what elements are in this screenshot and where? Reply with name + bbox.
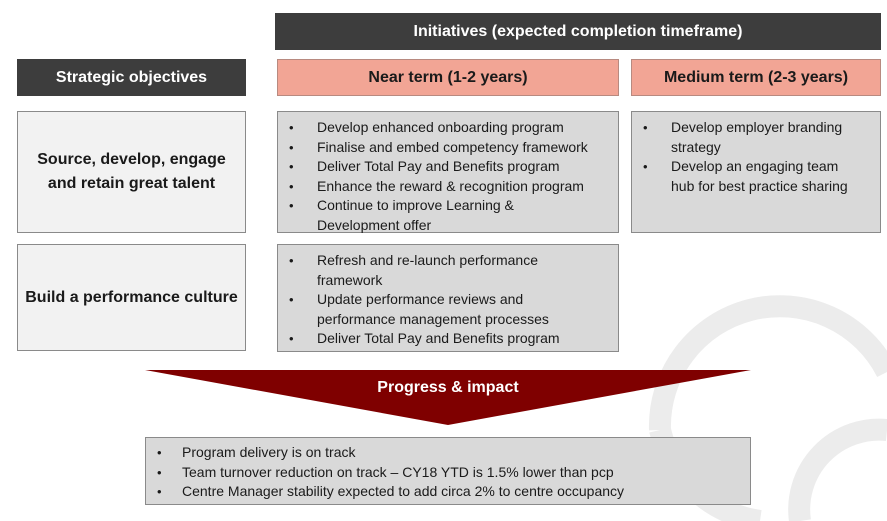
list-item: Develop an engaging team hub for best pr… bbox=[640, 157, 872, 196]
objective-talent: Source, develop, engage and retain great… bbox=[17, 111, 246, 233]
list-item: Update performance reviews and performan… bbox=[286, 290, 610, 329]
list-item: Deliver Total Pay and Benefits program bbox=[286, 329, 610, 349]
objective-performance: Build a performance culture bbox=[17, 244, 246, 351]
initiatives-header: Initiatives (expected completion timefra… bbox=[275, 13, 881, 50]
medium-term-talent-list: Develop employer branding strategy Devel… bbox=[631, 111, 881, 233]
medium-term-label: Medium term (2-3 years) bbox=[663, 68, 849, 86]
list-item: Enhance the reward & recognition program bbox=[286, 177, 610, 197]
initiatives-header-label: Initiatives (expected completion timefra… bbox=[413, 22, 743, 40]
near-term-talent-list: Develop enhanced onboarding program Fina… bbox=[277, 111, 619, 233]
strategic-objectives-header: Strategic objectives bbox=[17, 59, 246, 96]
near-term-label: Near term (1-2 years) bbox=[368, 68, 528, 86]
list-item: Continue to improve Learning & Developme… bbox=[286, 196, 610, 235]
progress-label: Progress & impact bbox=[377, 379, 519, 396]
strategic-objectives-label: Strategic objectives bbox=[55, 68, 208, 86]
progress-impact-list: Program delivery is on track Team turnov… bbox=[145, 437, 751, 505]
arrow-shape bbox=[145, 370, 751, 425]
near-term-header: Near term (1-2 years) bbox=[277, 59, 619, 96]
objective-label: Source, develop, engage and retain great… bbox=[37, 151, 226, 192]
list-item: Centre Manager stability expected to add… bbox=[154, 482, 742, 502]
list-item: Program delivery is on track bbox=[154, 443, 742, 463]
list-item: Finalise and embed competency framework bbox=[286, 138, 610, 158]
list-item: Refresh and re-launch performance framew… bbox=[286, 251, 610, 290]
list-item: Team turnover reduction on track – CY18 … bbox=[154, 463, 742, 483]
list-item: Develop employer branding strategy bbox=[640, 118, 872, 157]
objective-label: Build a performance culture bbox=[25, 288, 238, 306]
medium-term-header: Medium term (2-3 years) bbox=[631, 59, 881, 96]
list-item: Deliver Total Pay and Benefits program bbox=[286, 157, 610, 177]
list-item: Develop enhanced onboarding program bbox=[286, 118, 610, 138]
progress-arrow: Progress & impact bbox=[145, 370, 751, 425]
near-term-performance-list: Refresh and re-launch performance framew… bbox=[277, 244, 619, 352]
